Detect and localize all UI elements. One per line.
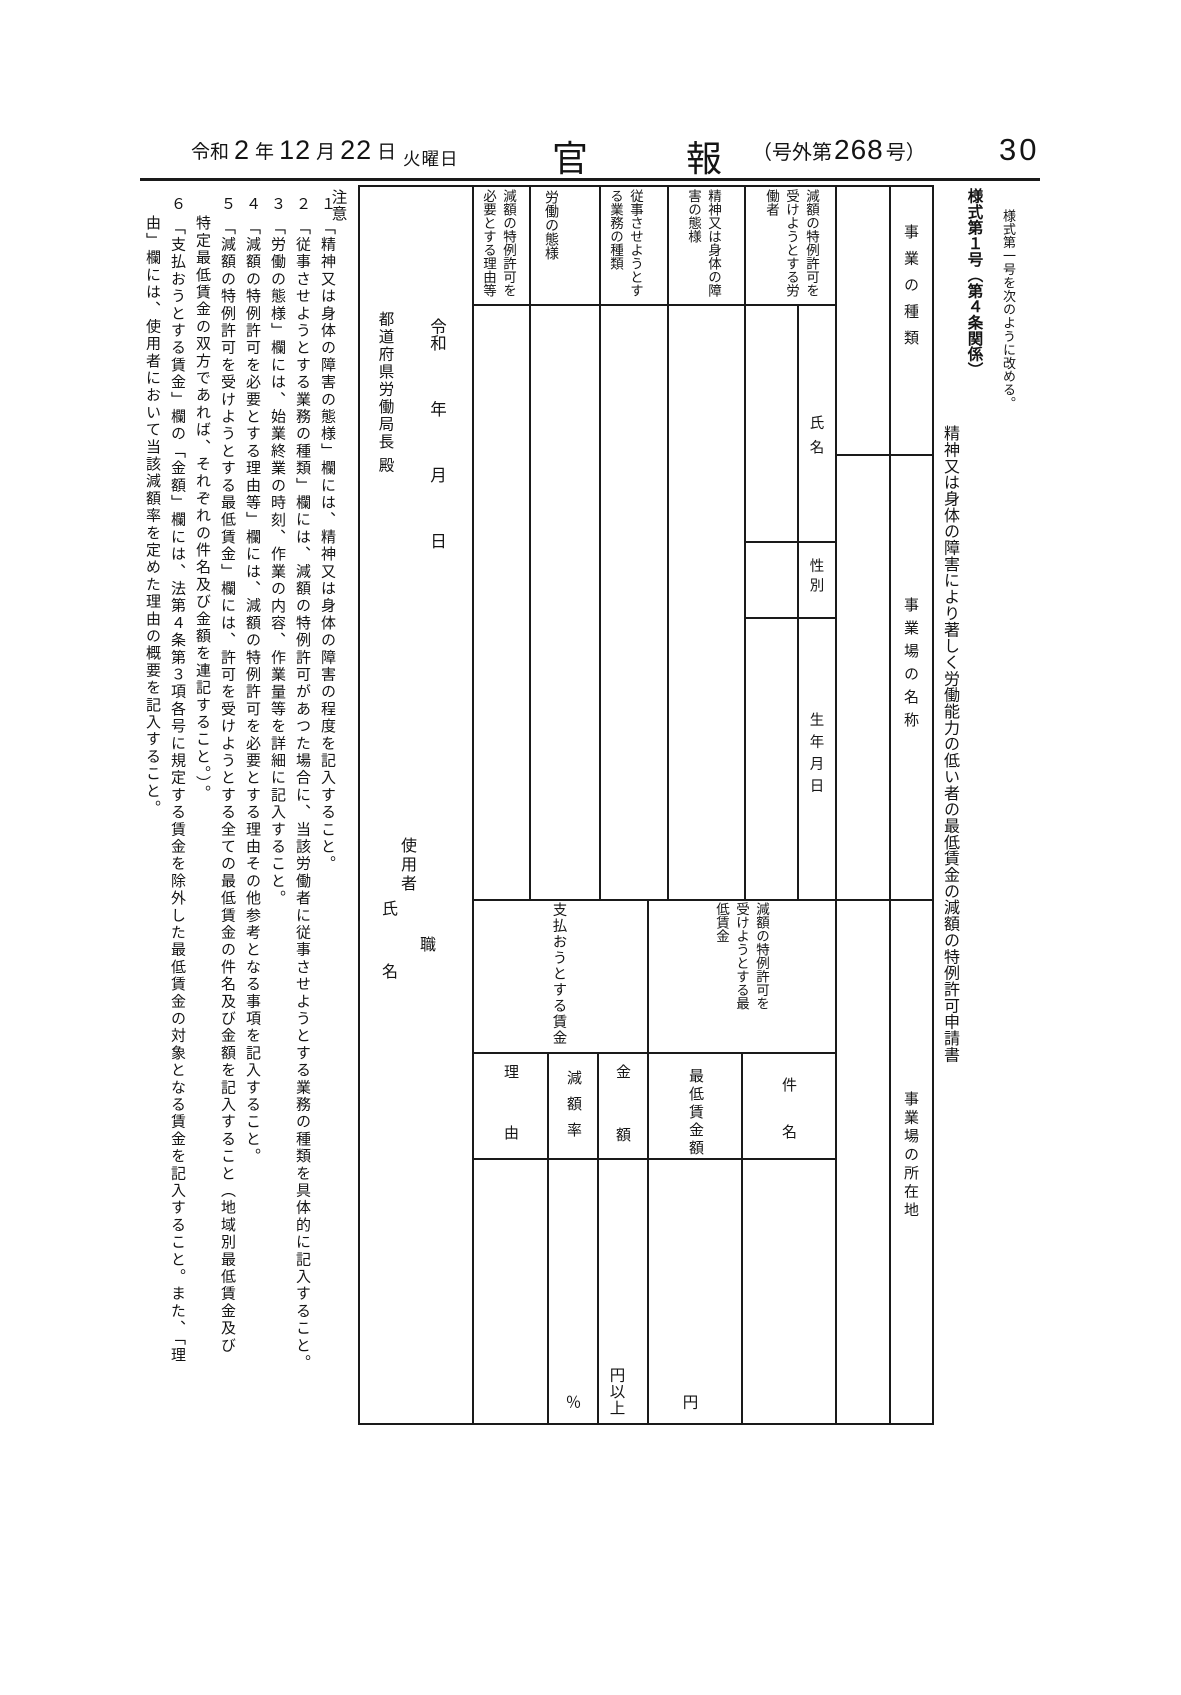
table-vline <box>472 187 474 1423</box>
field-worker-birth: 生年月日 <box>807 712 824 800</box>
table-vline <box>647 899 649 1423</box>
issue-suffix: 号） <box>885 142 926 164</box>
closing-addressee: 都道府県労働局長 殿 <box>376 311 394 475</box>
field-min-wage-amount: 最低賃金額 <box>687 1068 703 1158</box>
field-worker-sex: 性別 <box>807 558 824 597</box>
field-min-wage-header: 減額の特例許可を受けようとする最低賃金 <box>714 902 769 1010</box>
masthead-kanpo: 官報 <box>552 139 821 179</box>
header-rule <box>140 178 1040 181</box>
field-disability: 精神又は身体の障害の態様 <box>686 189 721 297</box>
table-vline <box>599 187 601 901</box>
field-reduction-rate: 減額率 <box>565 1070 581 1148</box>
table-vline <box>744 187 746 901</box>
header-year: 2 <box>234 135 251 165</box>
header-day-suffix: 日 <box>377 142 397 163</box>
unit-yen: 円 <box>680 1394 698 1410</box>
field-business-type: 事業の種類 <box>902 224 918 357</box>
header-year-suffix: 年 <box>255 142 275 163</box>
note-item-6-continued: 由」欄には、使用者において当該減額率を定めた理由の概要を記入すること。 <box>144 215 160 817</box>
table-vline <box>547 1052 549 1423</box>
field-work-mode: 労働の態様 <box>543 190 558 260</box>
notes-header: 注意 <box>329 189 347 222</box>
field-work-kind: 従事させようとする業務の種類 <box>608 189 643 297</box>
issue-prefix: （号外第 <box>752 142 832 164</box>
form-heading: 様式第１号（第４条関係） <box>965 188 983 378</box>
table-vline <box>667 187 669 901</box>
closing-date-line: 令和 年 月 日 <box>427 318 447 549</box>
header-month: 12 <box>279 135 312 165</box>
field-min-wage-title: 件名 <box>780 1077 796 1171</box>
form-table-border <box>358 185 934 1425</box>
field-pay-reason: 理由 <box>502 1064 518 1186</box>
table-hline <box>473 1158 836 1160</box>
table-vline <box>741 1052 743 1423</box>
table-vline <box>889 187 891 1423</box>
closing-employer-label: 使用者 <box>398 837 415 894</box>
note-item-1: １ 「精神又は身体の障害の態様」欄には、精神又は身体の障害の程度を記入すること。 <box>319 196 335 873</box>
table-hline <box>745 541 836 543</box>
table-hline <box>473 304 836 306</box>
note-item-6: ６ 「支払おうとする賃金」欄の「金額」欄には、法第４条第３項各号に規定する賃金を… <box>169 196 185 1365</box>
field-workplace-name: 事業場の名称 <box>902 597 918 735</box>
header-weekday: 火曜日 <box>403 149 459 169</box>
closing-employer-name: 氏名 <box>379 900 396 1026</box>
table-hline <box>836 454 932 456</box>
note-item-2: ２ 「従事させようとする業務の種類」欄には、減額の特例許可があつた場合に、当該労… <box>294 196 310 1372</box>
header-era: 令和 <box>191 142 230 163</box>
field-permission-reason: 減額の特例許可を必要とする理由等 <box>481 189 516 297</box>
table-vline <box>797 304 799 901</box>
field-pay-wage-header: 支払おうとする賃金 <box>550 902 567 1046</box>
table-vline <box>835 187 837 1423</box>
header-date: 令和 2 年 12 月 22 日 <box>188 134 399 170</box>
note-item-4: ４ 「減額の特例許可を必要とする理由等」欄には、減額の特例許可を必要とする理由そ… <box>244 196 260 1166</box>
header-month-suffix: 月 <box>316 142 336 163</box>
field-workplace-address: 事業場の所在地 <box>902 1091 918 1221</box>
unit-yen-or-more: 円以上 <box>607 1367 625 1417</box>
unit-percent: ％ <box>563 1394 581 1410</box>
table-hline <box>473 899 932 901</box>
note-item-5: ５ 「減額の特例許可を受けようとする最低賃金」欄には、許可を受けようとする全ての… <box>219 196 235 1355</box>
closing-employer-title: 職 <box>417 936 434 952</box>
table-hline <box>473 1052 836 1054</box>
field-worker-name: 氏名 <box>807 415 824 464</box>
table-vline <box>529 187 531 901</box>
issue-number: 268 <box>834 134 884 165</box>
table-hline <box>745 617 836 619</box>
header-issue: （号外第 268 号） <box>752 134 926 170</box>
note-item-3: ３ 「労働の態様」欄には、始業終業の時刻、作業の内容、作業量等を詳細に記入するこ… <box>269 196 285 908</box>
amendment-note: 様式第一号を次のように改める。 <box>1001 209 1016 410</box>
note-item-5-continued: 特定最低賃金の双方であれば、それぞれの件名及び金額を連記すること。）。 <box>194 215 210 802</box>
form-title: 精神又は身体の障害により著しく労働能力の低い者の最低賃金の減額の特例許可申請書 <box>941 425 958 1063</box>
table-vline <box>597 1052 599 1423</box>
field-pay-amount: 金額 <box>614 1064 630 1190</box>
field-worker-header: 減額の特例許可を受けようとする労働者 <box>764 189 819 297</box>
page-number: 30 <box>999 132 1040 167</box>
header-day: 22 <box>340 135 373 165</box>
